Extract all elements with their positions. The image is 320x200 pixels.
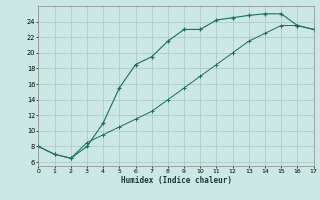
X-axis label: Humidex (Indice chaleur): Humidex (Indice chaleur) (121, 176, 231, 185)
